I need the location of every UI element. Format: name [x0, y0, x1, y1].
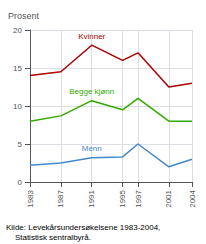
svg-text:2004: 2004: [188, 189, 197, 207]
svg-text:Begge kjønn: Begge kjønn: [69, 87, 114, 96]
svg-text:1983: 1983: [26, 189, 35, 207]
svg-text:1997: 1997: [134, 189, 143, 207]
svg-text:Kilde: Levekårsundersøkelsene: Kilde: Levekårsundersøkelsene 1983-2004,: [6, 223, 160, 232]
svg-text:Prosent: Prosent: [8, 11, 40, 21]
svg-text:1987: 1987: [56, 189, 65, 207]
svg-text:15: 15: [13, 64, 22, 73]
svg-text:20: 20: [13, 26, 22, 35]
svg-text:5: 5: [18, 140, 23, 149]
svg-text:1995: 1995: [118, 189, 127, 207]
svg-text:Kvinner: Kvinner: [78, 32, 105, 41]
svg-text:0: 0: [18, 178, 23, 187]
svg-text:10: 10: [13, 102, 22, 111]
svg-text:2001: 2001: [164, 189, 173, 207]
svg-text:Menn: Menn: [82, 144, 102, 153]
svg-text:1991: 1991: [87, 189, 96, 207]
svg-text:Statistisk sentralbyrå.: Statistisk sentralbyrå.: [6, 233, 91, 242]
